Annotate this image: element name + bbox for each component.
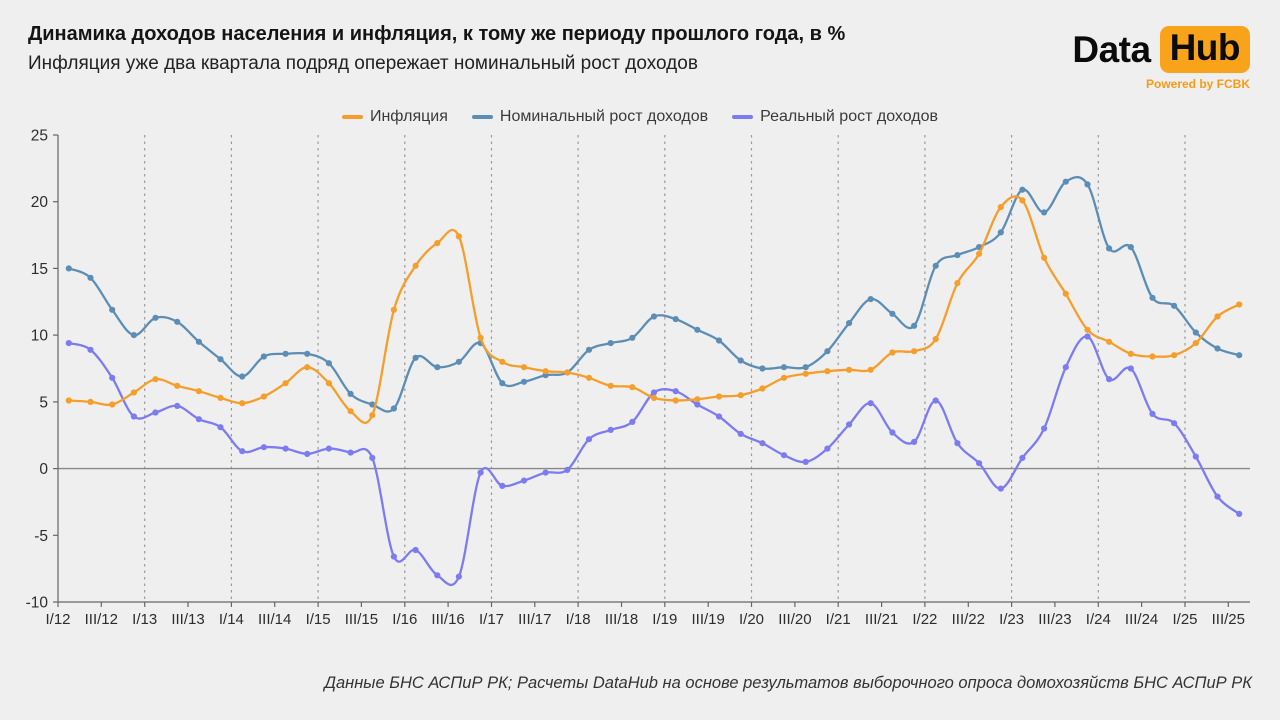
svg-text:I/21: I/21 — [826, 611, 851, 628]
datahub-logo-wordmark: Data Hub — [1072, 26, 1250, 73]
svg-text:I/23: I/23 — [999, 611, 1024, 628]
svg-text:III/23: III/23 — [1038, 611, 1071, 628]
svg-text:5: 5 — [39, 394, 48, 411]
svg-text:10: 10 — [31, 328, 49, 345]
svg-text:III/19: III/19 — [692, 611, 725, 628]
legend-line-icon-real-income — [732, 115, 754, 119]
header: Динамика доходов населения и инфляция, к… — [28, 22, 845, 76]
legend-item-nominal-income: Номинальный рост доходов — [471, 108, 709, 126]
chart-legend: Инфляция Номинальный рост доходов Реальн… — [0, 108, 1280, 126]
svg-text:I/18: I/18 — [566, 611, 591, 628]
svg-text:I/16: I/16 — [392, 611, 417, 628]
svg-text:III/16: III/16 — [431, 611, 464, 628]
svg-text:I/15: I/15 — [306, 611, 331, 628]
legend-line-icon-nominal-income — [471, 115, 493, 119]
svg-text:III/22: III/22 — [952, 611, 985, 628]
svg-text:-10: -10 — [26, 595, 49, 612]
svg-text:III/20: III/20 — [778, 611, 811, 628]
svg-text:I/25: I/25 — [1172, 611, 1197, 628]
svg-text:III/24: III/24 — [1125, 611, 1158, 628]
logo-data-text: Data — [1072, 28, 1151, 70]
svg-text:III/15: III/15 — [345, 611, 378, 628]
legend-line-icon-inflation — [341, 115, 363, 119]
series-line-2 — [67, 335, 1241, 587]
svg-text:III/18: III/18 — [605, 611, 638, 628]
svg-text:III/17: III/17 — [518, 611, 551, 628]
logo-tagline: Powered by FCBK — [1145, 77, 1250, 91]
svg-text:I/19: I/19 — [652, 611, 677, 628]
svg-text:-5: -5 — [34, 528, 48, 545]
svg-text:III/21: III/21 — [865, 611, 898, 628]
svg-text:III/25: III/25 — [1212, 611, 1245, 628]
svg-text:20: 20 — [31, 194, 49, 211]
svg-text:III/13: III/13 — [171, 611, 204, 628]
page-subtitle: Инфляция уже два квартала подряд опережа… — [28, 53, 698, 74]
chart-area: -10 -5 0 5 10 15 20 25 I/12 III/12 I/13 III/13 I/14 I… — [0, 122, 1280, 634]
page-title: Динамика доходов населения и инфляция, к… — [28, 23, 846, 45]
svg-text:0: 0 — [39, 461, 48, 478]
datahub-logo: Data Hub Powered by FCBK — [1072, 26, 1250, 91]
series-line-0 — [67, 195, 1241, 424]
legend-label-nominal-income: Номинальный рост доходов — [499, 108, 709, 125]
svg-text:I/12: I/12 — [45, 611, 70, 628]
source-note: Данные БНС АСПиР РК; Расчеты DataHub на … — [324, 674, 1252, 692]
svg-text:I/13: I/13 — [132, 611, 157, 628]
svg-text:I/17: I/17 — [479, 611, 504, 628]
svg-text:I/22: I/22 — [912, 611, 937, 628]
income-inflation-line-chart: -10 -5 0 5 10 15 20 25 I/12 III/12 I/13 III/13 I/14 I… — [26, 128, 1250, 628]
svg-text:III/12: III/12 — [85, 611, 118, 628]
svg-text:I/14: I/14 — [219, 611, 244, 628]
logo-hub-badge: Hub — [1159, 26, 1250, 73]
svg-text:25: 25 — [31, 128, 48, 145]
legend-label-real-income: Реальный рост доходов — [760, 108, 939, 125]
legend-item-inflation: Инфляция — [341, 108, 448, 126]
svg-text:I/24: I/24 — [1086, 611, 1111, 628]
legend-item-real-income: Реальный рост доходов — [732, 108, 938, 126]
svg-text:I/20: I/20 — [739, 611, 764, 628]
legend-label-inflation: Инфляция — [369, 108, 448, 125]
svg-text:III/14: III/14 — [258, 611, 291, 628]
svg-text:15: 15 — [31, 261, 48, 278]
